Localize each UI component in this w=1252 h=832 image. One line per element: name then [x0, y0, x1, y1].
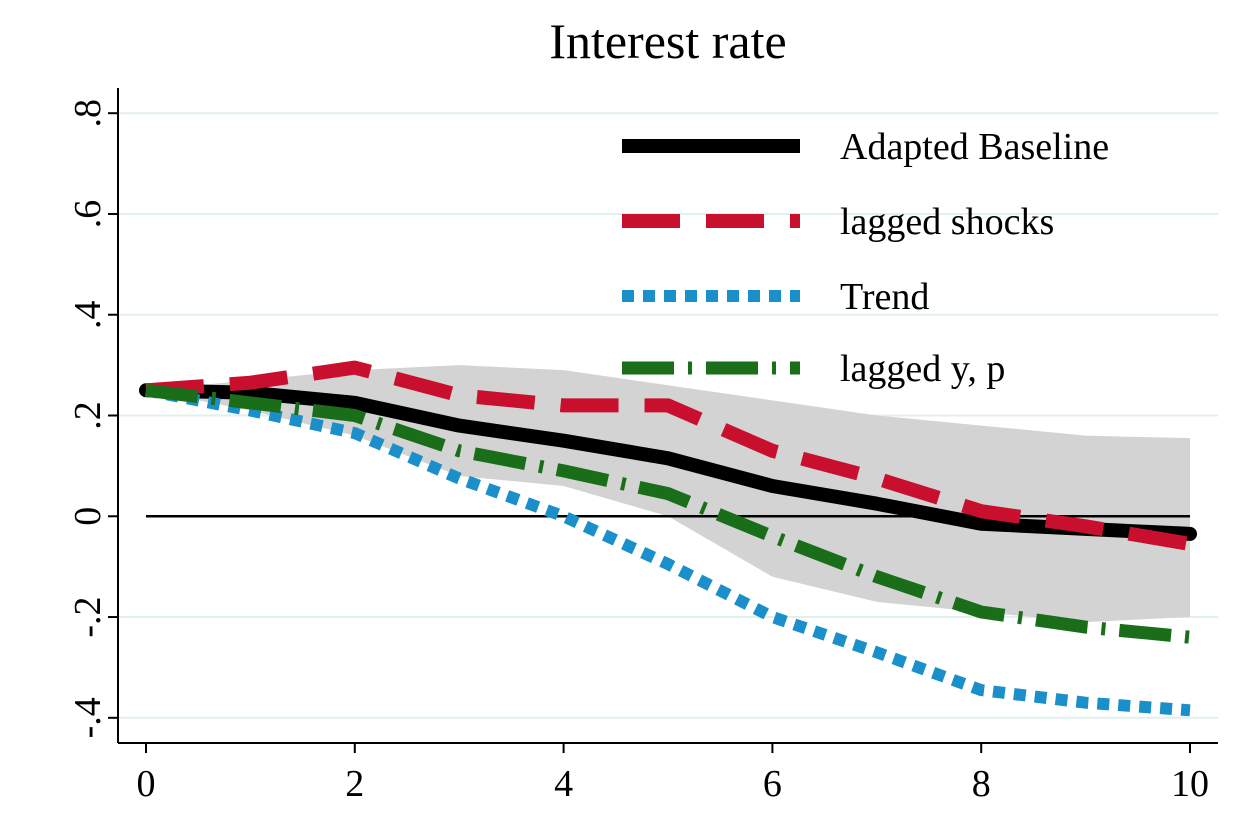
x-tick-label-2: 4 — [554, 763, 573, 805]
legend-label-lagged-shocks: lagged shocks — [840, 201, 1054, 243]
series-line-lagged-shocks — [145, 360, 1192, 551]
x-tick-label-5: 10 — [1171, 763, 1209, 805]
y-tick-label-6: .8 — [67, 99, 109, 128]
x-tick-label-0: 0 — [137, 763, 156, 805]
x-tick-label-3: 6 — [763, 763, 782, 805]
series-line-lagged-y-p — [145, 383, 1191, 644]
legend-label-adapted-baseline: Adapted Baseline — [840, 126, 1109, 168]
y-tick-label-4: .4 — [67, 300, 109, 329]
y-tick-label-1: -.2 — [67, 596, 109, 637]
chart-title: Interest rate — [549, 13, 786, 69]
legend-label-trend: Trend — [840, 276, 929, 318]
axes: -.4 -.2 0 .2 .4 .6 .8 0 2 4 6 8 10 — [67, 88, 1218, 805]
x-tick-label-1: 2 — [345, 763, 364, 805]
y-tick-label-5: .6 — [67, 200, 109, 229]
legend-label-lagged-y-p: lagged y, p — [840, 348, 1005, 390]
series-layer — [139, 360, 1197, 717]
y-tick-label-0: -.4 — [67, 697, 109, 738]
y-tick-label-2: 0 — [67, 507, 109, 526]
series-line-adapted-baseline — [139, 383, 1197, 541]
x-tick-label-4: 8 — [972, 763, 991, 805]
y-tick-label-3: .2 — [67, 401, 109, 430]
series-line-trend — [144, 384, 1191, 717]
legend: Adapted Baseline lagged shocks Trend lagged… — [622, 126, 1109, 390]
